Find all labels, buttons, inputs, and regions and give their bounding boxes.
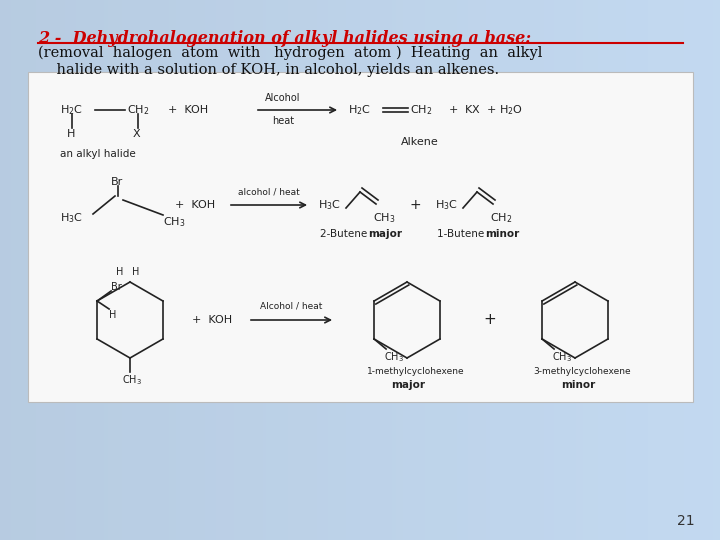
Text: CH$_3$: CH$_3$ [122,373,142,387]
Text: CH$_2$: CH$_2$ [410,103,433,117]
Text: +  KOH: + KOH [175,200,215,210]
Text: CH$_3$: CH$_3$ [163,215,186,229]
Text: major: major [368,229,402,239]
Text: 1-methylcyclohexene: 1-methylcyclohexene [367,368,464,376]
Text: Br: Br [111,177,123,187]
Text: Alkene: Alkene [401,137,439,147]
Text: H: H [67,129,76,139]
Text: CH$_3$: CH$_3$ [384,350,404,364]
Text: an alkyl halide: an alkyl halide [60,149,136,159]
Text: CH$_3$: CH$_3$ [373,211,395,225]
Text: halide with a solution of KOH, in alcohol, yields an alkenes.: halide with a solution of KOH, in alcoho… [38,63,499,77]
Text: CH$_2$: CH$_2$ [490,211,513,225]
Text: H$_3$C: H$_3$C [318,198,341,212]
Text: 2-Butene: 2-Butene [320,229,371,239]
Text: 3-methylcyclohexene: 3-methylcyclohexene [533,368,631,376]
Text: major: major [391,380,425,390]
Text: Br: Br [111,282,122,292]
Text: alcohol / heat: alcohol / heat [238,187,300,197]
Text: H$_2$C: H$_2$C [60,103,83,117]
Text: Alcohol: Alcohol [265,93,301,103]
Text: H: H [116,267,123,277]
Text: minor: minor [561,380,595,390]
Text: +  KX  + H$_2$O: + KX + H$_2$O [448,103,523,117]
Text: heat: heat [272,116,294,126]
Text: H$_2$C: H$_2$C [348,103,371,117]
Bar [28,72,693,402]
Text: H: H [109,310,117,320]
Text: H: H [132,267,140,277]
Text: 2 -  Dehydrohalogenation of alkyl halides using a base:: 2 - Dehydrohalogenation of alkyl halides… [38,30,531,47]
Text: +: + [484,313,496,327]
Text: CH$_3$: CH$_3$ [552,350,572,364]
Text: minor: minor [485,229,519,239]
Text: CH$_2$: CH$_2$ [127,103,149,117]
Text: +  KOH: + KOH [192,315,232,325]
Text: 1-Butene: 1-Butene [437,229,487,239]
Text: +: + [409,198,420,212]
Text: H$_3$C: H$_3$C [435,198,458,212]
Text: (removal  halogen  atom  with   hydrogen  atom )  Heating  an  alkyl: (removal halogen atom with hydrogen atom… [38,46,542,60]
Text: H$_3$C: H$_3$C [60,211,83,225]
Text: X: X [133,129,140,139]
Text: Alcohol / heat: Alcohol / heat [260,301,322,310]
Text: +  KOH: + KOH [168,105,208,115]
Text: 21: 21 [678,514,695,528]
